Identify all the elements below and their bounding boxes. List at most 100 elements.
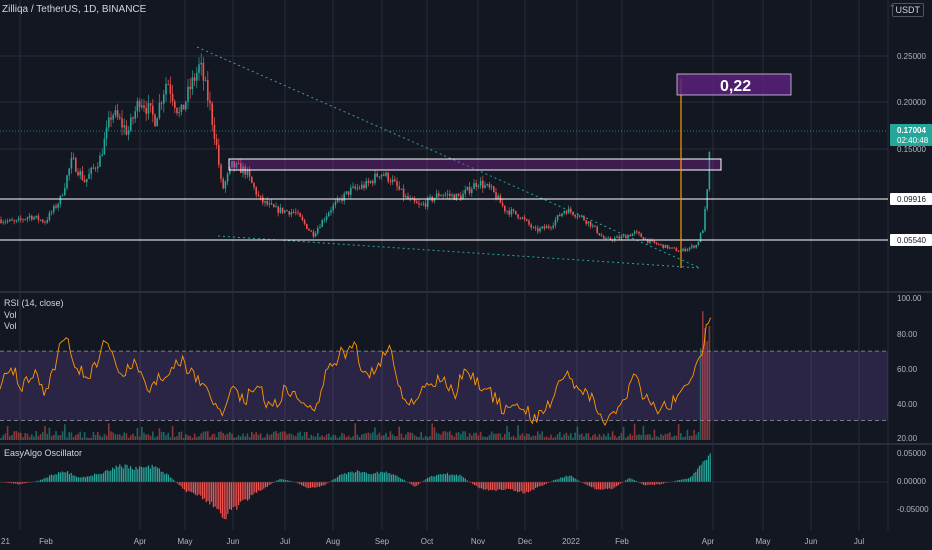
candle-body [468, 186, 471, 194]
volume-bar [211, 434, 213, 440]
candle-body [341, 198, 343, 202]
oscillator-bar [106, 469, 108, 482]
oscillator-bar [679, 479, 681, 482]
oscillator-bar [265, 482, 267, 488]
candle-body [695, 244, 697, 248]
volume-bar [110, 431, 112, 440]
candle-body [174, 101, 176, 108]
oscillator-bar [358, 471, 360, 482]
oscillator-bar [119, 464, 121, 482]
volume-bar [578, 434, 581, 440]
oscillator-bar [232, 482, 234, 508]
volume-bar [264, 437, 266, 440]
oscillator-bar [113, 468, 115, 482]
volume-bar [389, 431, 392, 440]
volume-bar [699, 348, 702, 440]
rsi-tick: 100.00 [897, 294, 922, 303]
volume-bar [686, 429, 689, 440]
candle-body [614, 237, 616, 241]
oscillator-bar [482, 482, 484, 490]
oscillator-bar [605, 482, 607, 489]
candle-body [281, 207, 284, 213]
candle-body [422, 203, 425, 205]
oscillator-bar [641, 482, 643, 484]
candle-body [314, 233, 317, 237]
oscillator-bar [142, 467, 144, 482]
oscillator-bar [245, 482, 247, 500]
oscillator-bar [95, 474, 97, 482]
price-tick: 0.25000 [897, 52, 926, 61]
candle-body [94, 167, 97, 169]
candle-body [618, 236, 620, 239]
volume-bar [385, 432, 387, 440]
oscillator-bar [693, 472, 695, 482]
oscillator-bar [373, 473, 375, 482]
oscillator-bar [704, 460, 706, 482]
oscillator-bar [108, 470, 110, 482]
oscillator-bar [288, 480, 290, 482]
candle-body [380, 174, 383, 177]
oscillator-bar [77, 477, 79, 482]
symbol-title[interactable]: Zilliqa / TetherUS, 1D, BINANCE [2, 4, 147, 15]
oscillator-bar [144, 467, 146, 482]
oscillator-bar [250, 482, 252, 496]
candle-body [671, 247, 673, 249]
volume-bar [455, 432, 458, 440]
volume-bar [407, 432, 409, 440]
volume-bar [35, 431, 37, 440]
oscillator-bar [41, 479, 43, 482]
candle-body [354, 186, 356, 189]
candle-body [512, 209, 515, 211]
candle-body [336, 198, 339, 203]
volume-bar [253, 434, 255, 440]
oscillator-bar [81, 477, 83, 482]
volume-bar [598, 434, 601, 440]
oscillator-bar [369, 473, 371, 482]
candle-body [259, 195, 262, 198]
volume-bar [233, 437, 235, 440]
candle-body [383, 174, 385, 176]
candle-body [350, 187, 352, 195]
candle-body [90, 167, 92, 174]
oscillator-bar [383, 472, 385, 482]
candle-body [152, 105, 154, 115]
volume-bar [556, 434, 559, 440]
candle-body [457, 193, 460, 196]
currency-button[interactable]: USDT [891, 3, 924, 17]
volume-bar [77, 433, 79, 440]
volume-bar [101, 437, 103, 440]
oscillator-bar [185, 482, 187, 493]
oscillator-bar [220, 482, 222, 514]
candle-body [666, 244, 669, 249]
oscillator-bar [261, 482, 263, 491]
oscillator-bar [223, 482, 225, 520]
volume-bar [662, 435, 664, 440]
oscillator-bar [229, 482, 231, 510]
volume-bar [44, 426, 46, 440]
volume-bar [112, 432, 114, 440]
candle-body [561, 213, 563, 217]
oscillator-bar [97, 474, 99, 482]
candle-body [482, 180, 484, 188]
candle-body [275, 206, 277, 208]
oscillator-bar [596, 482, 598, 490]
candle-body [504, 205, 506, 212]
oscillator-bar [650, 482, 652, 485]
candle-body [136, 101, 139, 112]
oscillator-bar [547, 482, 549, 483]
candle-body [248, 170, 251, 177]
volume-bar [116, 434, 119, 440]
candle-body [163, 94, 165, 104]
candle-body [77, 171, 79, 176]
volume-bar [574, 432, 576, 440]
candle-body [198, 64, 200, 73]
volume-bar [330, 436, 332, 440]
oscillator-bar [216, 482, 218, 509]
candle-body [402, 188, 405, 198]
candle-body [453, 194, 455, 200]
volume-bar [671, 436, 673, 440]
volume-bar [484, 436, 486, 440]
candle-body [473, 183, 475, 190]
volume-bar [675, 435, 678, 440]
